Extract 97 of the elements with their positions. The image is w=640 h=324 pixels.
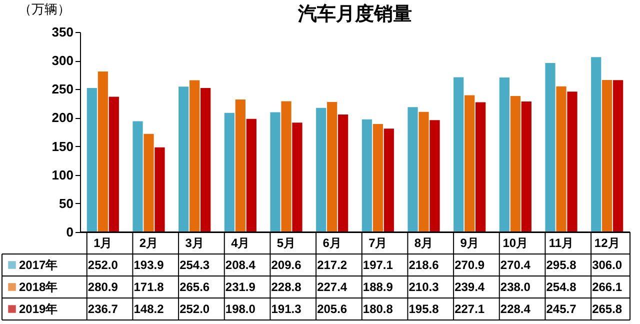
bar: [270, 112, 280, 232]
bar: [362, 119, 372, 232]
bar: [224, 112, 234, 232]
y-tick-label: 50: [59, 196, 74, 211]
bar: [454, 77, 464, 232]
data-label: 188.9: [362, 280, 394, 294]
bar: [235, 99, 246, 232]
data-label: 265.6: [180, 280, 210, 294]
bar: [464, 95, 475, 232]
data-label: 280.9: [88, 280, 118, 294]
legend-label: 2018年: [19, 280, 58, 294]
data-label: 209.6: [271, 258, 302, 272]
y-tick-label: 150: [52, 138, 74, 154]
x-tick-label: 8月: [414, 236, 434, 250]
y-tick-label: 100: [52, 167, 74, 182]
bar: [499, 77, 510, 232]
data-label: 195.8: [408, 302, 440, 316]
bar: [246, 118, 256, 232]
data-label: 238.0: [500, 280, 531, 294]
data-label: 227.4: [317, 280, 348, 294]
data-label: 180.8: [362, 302, 394, 316]
data-label: 254.8: [546, 280, 577, 294]
bar: [602, 80, 612, 232]
data-label: 197.1: [362, 258, 394, 272]
bar: [408, 107, 418, 232]
bar: [178, 86, 189, 232]
data-label: 217.2: [317, 258, 348, 272]
data-label: 295.8: [546, 258, 577, 272]
x-tick-label: 1月: [94, 236, 112, 250]
y-tick-label: 300: [52, 53, 74, 68]
bar: [190, 80, 200, 232]
data-label: 266.1: [592, 280, 622, 294]
bar: [430, 120, 440, 232]
y-tick-label: 200: [52, 110, 74, 126]
x-tick-label: 7月: [368, 236, 388, 250]
bar: [418, 112, 429, 232]
data-label: 236.7: [88, 302, 118, 316]
bar: [327, 102, 338, 232]
data-label: 265.8: [592, 302, 622, 316]
bar: [281, 101, 292, 232]
x-tick-label: 4月: [231, 236, 250, 250]
x-tick-label: 11月: [548, 236, 574, 250]
y-axis-title: （万辆）: [18, 2, 70, 16]
data-label: 227.1: [454, 302, 485, 316]
bar: [98, 71, 108, 232]
bar: [591, 57, 602, 232]
data-label: 306.0: [592, 258, 622, 272]
data-label: 270.9: [454, 258, 485, 272]
x-tick-label: 9月: [460, 236, 479, 250]
data-label: 208.4: [225, 258, 256, 272]
data-label: 171.8: [134, 280, 164, 294]
bar: [545, 62, 556, 232]
bar: [521, 101, 532, 232]
data-label: 218.6: [408, 258, 440, 272]
x-tick-label: 12月: [594, 236, 620, 250]
x-tick-label: 5月: [276, 236, 296, 250]
bar: [372, 124, 383, 232]
data-label: 228.8: [271, 280, 302, 294]
data-label: 228.4: [500, 302, 531, 316]
data-label: 270.4: [500, 258, 531, 272]
bar: [613, 80, 624, 232]
y-tick-label: 350: [52, 24, 74, 40]
bar: [292, 122, 302, 232]
y-tick-label: 0: [66, 224, 74, 240]
y-tick-label: 250: [52, 82, 74, 97]
data-label: 148.2: [134, 302, 164, 316]
data-label: 193.9: [134, 258, 164, 272]
x-tick-label: 10月: [502, 236, 528, 250]
data-label: 239.4: [454, 280, 485, 294]
chart-title: 汽车月度销量: [297, 3, 412, 25]
data-label: 231.9: [225, 280, 256, 294]
x-tick-label: 6月: [322, 236, 342, 250]
data-label: 245.7: [546, 302, 577, 316]
bar: [384, 128, 394, 232]
data-label: 191.3: [271, 302, 302, 316]
bar: [556, 86, 566, 232]
data-label: 198.0: [225, 302, 256, 316]
bar: [200, 88, 211, 232]
bar: [108, 96, 119, 232]
bar: [316, 108, 326, 232]
data-label: 252.0: [180, 302, 210, 316]
bar: [476, 102, 486, 232]
bar: [338, 114, 348, 232]
bar: [86, 88, 97, 232]
bar: [510, 96, 520, 232]
bar: [132, 121, 143, 232]
legend-label: 2019年: [19, 302, 58, 316]
legend-label: 2017年: [19, 258, 58, 272]
x-tick-label: 3月: [185, 236, 204, 250]
data-label: 252.0: [88, 258, 118, 272]
data-label: 205.6: [317, 302, 348, 316]
bar: [154, 147, 165, 232]
data-label: 254.3: [180, 258, 210, 272]
data-label: 210.3: [408, 280, 440, 294]
bar: [144, 134, 154, 232]
x-tick-label: 2月: [139, 236, 158, 250]
bar: [567, 92, 578, 232]
